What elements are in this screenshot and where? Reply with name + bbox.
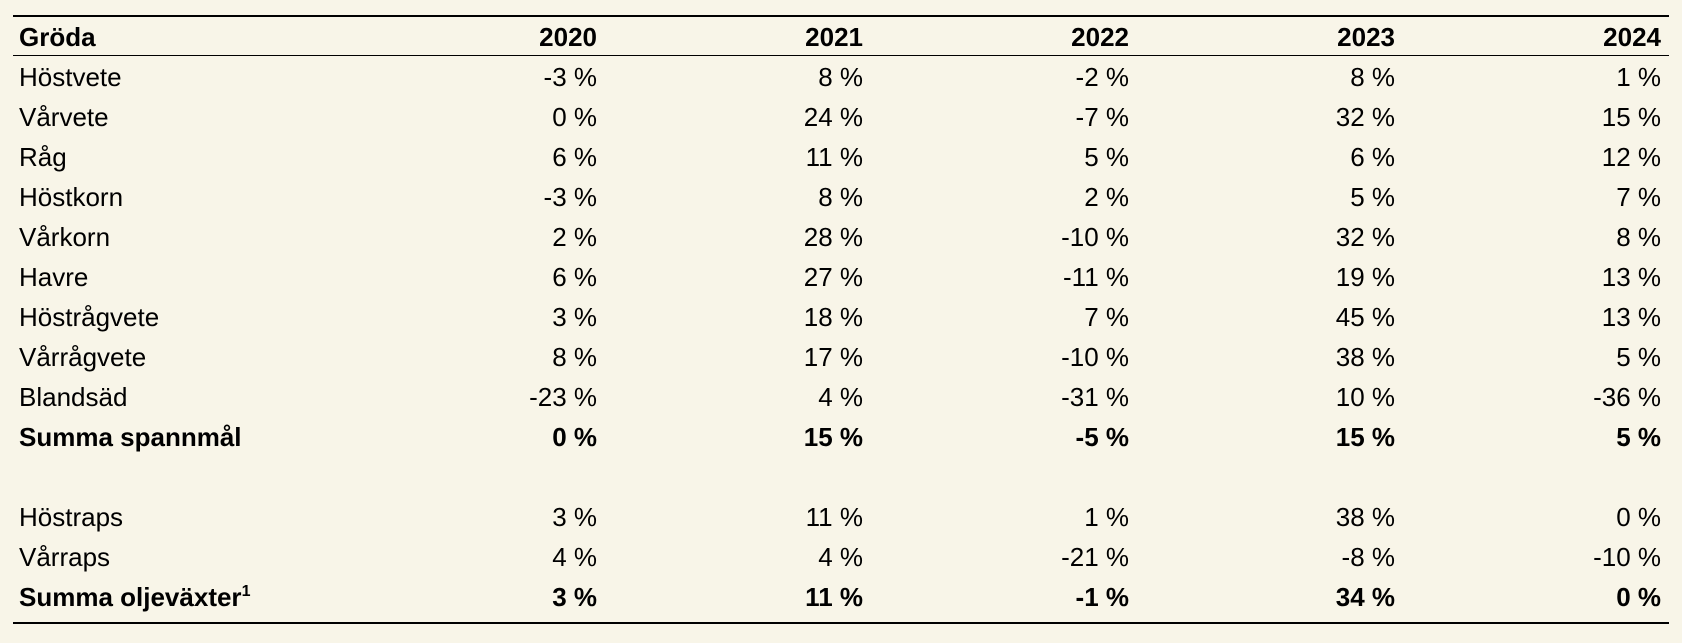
cell-value: 3 % bbox=[552, 302, 597, 332]
cell-value: -7 % bbox=[1075, 102, 1129, 132]
row-label: Höstrågvete bbox=[19, 302, 160, 332]
cell-value: 2 % bbox=[552, 222, 597, 252]
cell-value: 1 % bbox=[1084, 502, 1129, 532]
header-cell: Gröda bbox=[19, 22, 96, 52]
cell-value: 13 % bbox=[1601, 262, 1661, 292]
row-label: Vårvete bbox=[19, 102, 109, 132]
row-label: Vårraps bbox=[19, 542, 111, 572]
row-label: Havre bbox=[19, 262, 89, 292]
cell-value: -8 % bbox=[1341, 542, 1395, 572]
header-cell: 2023 bbox=[1337, 22, 1395, 52]
cell-value: -3 % bbox=[543, 182, 597, 212]
cell-value: 32 % bbox=[1335, 222, 1395, 252]
cell-value: 13 % bbox=[1601, 302, 1661, 332]
row-label: Vårrågvete bbox=[19, 342, 147, 372]
cell-value: 45 % bbox=[1335, 302, 1395, 332]
top-rule bbox=[13, 15, 1669, 17]
cell-value: 7 % bbox=[1616, 182, 1661, 212]
row-label: Vårkorn bbox=[19, 222, 111, 252]
cell-value: 8 % bbox=[818, 182, 863, 212]
cell-value: 0 % bbox=[552, 102, 597, 132]
cell-value: 38 % bbox=[1335, 342, 1395, 372]
header-cell: 2020 bbox=[539, 22, 597, 52]
cell-value: -36 % bbox=[1593, 382, 1661, 412]
cell-value: 8 % bbox=[1616, 222, 1661, 252]
cell-value: 4 % bbox=[552, 542, 597, 572]
total-value: 0 % bbox=[552, 422, 597, 452]
cell-value: 10 % bbox=[1335, 382, 1395, 412]
cell-value: -10 % bbox=[1061, 222, 1129, 252]
cell-value: 11 % bbox=[805, 142, 863, 172]
total-label: Summa spannmål bbox=[19, 422, 242, 452]
cell-value: 11 % bbox=[805, 502, 863, 532]
cell-value: -31 % bbox=[1061, 382, 1129, 412]
cell-value: -10 % bbox=[1061, 342, 1129, 372]
total-value: 15 % bbox=[803, 422, 863, 452]
cell-value: 5 % bbox=[1616, 342, 1661, 372]
row-label: Blandsäd bbox=[19, 382, 128, 412]
cell-value: 6 % bbox=[552, 262, 597, 292]
cell-value: 15 % bbox=[1601, 102, 1661, 132]
cell-value: -2 % bbox=[1075, 62, 1129, 92]
cell-value: 4 % bbox=[818, 382, 863, 412]
total-value: 11 % bbox=[805, 582, 863, 612]
row-label: Höstkorn bbox=[19, 182, 124, 212]
cell-value: 3 % bbox=[552, 502, 597, 532]
total-value: 3 % bbox=[552, 582, 597, 612]
cell-value: 19 % bbox=[1335, 262, 1395, 292]
cell-value: -3 % bbox=[543, 62, 597, 92]
cell-value: 1 % bbox=[1616, 62, 1661, 92]
row-label: Råg bbox=[19, 142, 67, 172]
cell-value: -21 % bbox=[1061, 542, 1129, 572]
bottom-rule bbox=[13, 622, 1669, 624]
cell-value: -11 % bbox=[1063, 262, 1129, 292]
cell-value: 8 % bbox=[1350, 62, 1395, 92]
total-value: 15 % bbox=[1335, 422, 1395, 452]
cell-value: 6 % bbox=[552, 142, 597, 172]
total-value: -5 % bbox=[1075, 422, 1129, 452]
cell-value: 28 % bbox=[803, 222, 863, 252]
cell-value: 27 % bbox=[803, 262, 863, 292]
header-cell: 2021 bbox=[805, 22, 863, 52]
header-cell: 2024 bbox=[1603, 22, 1661, 52]
cell-value: 4 % bbox=[818, 542, 863, 572]
cell-value: 7 % bbox=[1084, 302, 1129, 332]
cell-value: 2 % bbox=[1084, 182, 1129, 212]
header-rule bbox=[13, 55, 1669, 56]
cell-value: 6 % bbox=[1350, 142, 1395, 172]
total-value: -1 % bbox=[1075, 582, 1129, 612]
cell-value: -23 % bbox=[529, 382, 597, 412]
cell-value: 18 % bbox=[803, 302, 863, 332]
row-label: Höstvete bbox=[19, 62, 122, 92]
cell-value: -10 % bbox=[1593, 542, 1661, 572]
footnote-mark: 1 bbox=[241, 583, 251, 600]
cell-value: 0 % bbox=[1616, 502, 1661, 532]
cell-value: 8 % bbox=[818, 62, 863, 92]
cell-value: 5 % bbox=[1084, 142, 1129, 172]
total-value: 34 % bbox=[1335, 582, 1395, 612]
cell-value: 32 % bbox=[1335, 102, 1395, 132]
total-value: 5 % bbox=[1616, 422, 1661, 452]
header-cell: 2022 bbox=[1071, 22, 1129, 52]
cell-value: 8 % bbox=[552, 342, 597, 372]
row-label: Höstraps bbox=[19, 502, 124, 532]
cell-value: 38 % bbox=[1335, 502, 1395, 532]
total-value: 0 % bbox=[1616, 582, 1661, 612]
cell-value: 12 % bbox=[1601, 142, 1661, 172]
cell-value: 24 % bbox=[803, 102, 863, 132]
cell-value: 17 % bbox=[803, 342, 863, 372]
total-label: Summa oljeväxter1 bbox=[19, 582, 251, 612]
cell-value: 5 % bbox=[1350, 182, 1395, 212]
